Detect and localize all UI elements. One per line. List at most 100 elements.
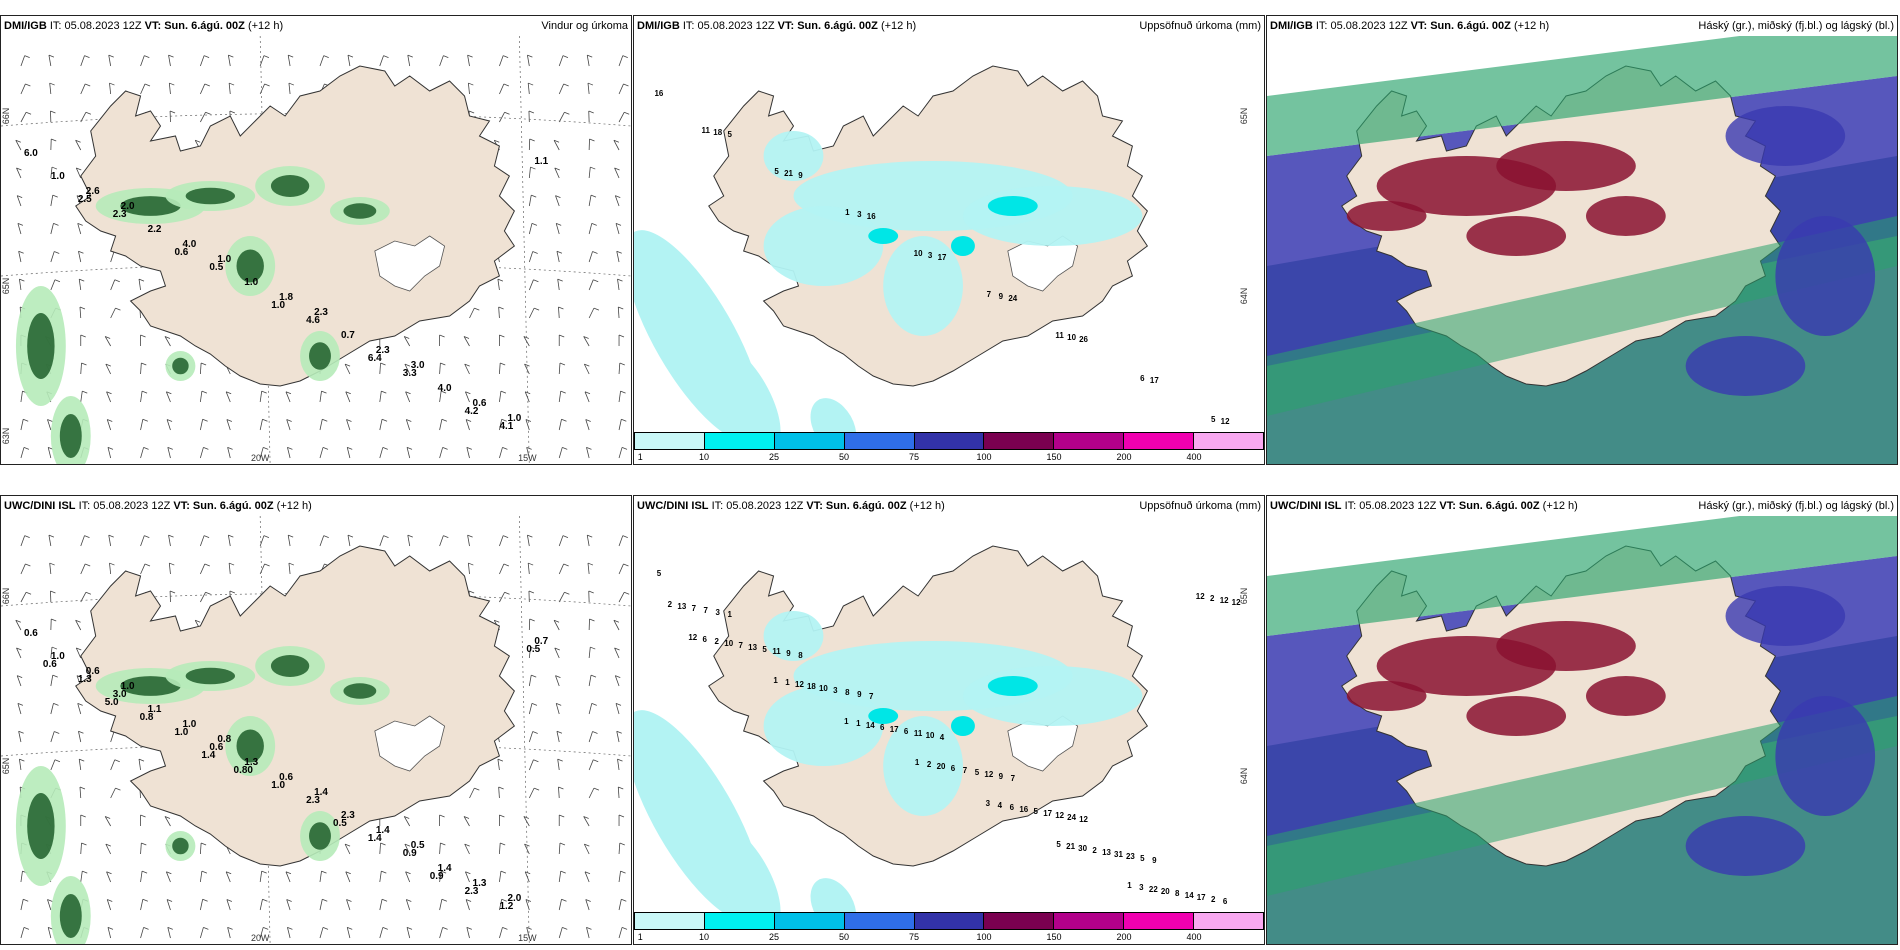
colorbar-tick-label: 50 (838, 452, 850, 462)
accumulated-precip-panel-uwc: UWC/DINI ISL IT: 05.08.2023 12Z VT: Sun.… (633, 495, 1265, 945)
accumulated-precip-label: 11 (914, 729, 923, 738)
accumulated-precip-label: 2 (715, 637, 720, 646)
model-name: UWC/DINI ISL (4, 500, 76, 512)
accumulated-precip-label: 12 (1055, 811, 1064, 820)
forecast-offset: (+12 h) (276, 500, 312, 512)
accumulated-precip-label: 22 (1149, 885, 1158, 894)
accumulated-precip-label: 8 (798, 651, 803, 660)
accumulated-precip-label: 5 (657, 569, 662, 578)
colorbar-tick-label: 150 (1046, 932, 1062, 942)
panel-header: UWC/DINI ISL IT: 05.08.2023 12Z VT: Sun.… (1, 496, 631, 516)
accumulated-precip-label: 16 (654, 89, 663, 98)
precip-value-label: 1.0 (271, 780, 285, 791)
accumulated-precip-label: 9 (798, 171, 803, 180)
panel-header: DMI/IGB IT: 05.08.2023 12Z VT: Sun. 6.ág… (1267, 16, 1897, 36)
graticule-label: 64N (1239, 288, 1249, 304)
colorbar-swatch (1194, 913, 1264, 929)
precip-value-label: 1.2 (499, 901, 513, 912)
accumulated-precip-label: 2 (668, 600, 673, 609)
accumulated-precip-label: 3 (928, 251, 933, 260)
precip-value-label: 1.0 (51, 171, 65, 182)
graticule-label: 20W (251, 933, 270, 943)
graticule-label: 65N (1239, 588, 1249, 604)
map-precip-dmi: 16 5 9 16 17 24 26 17 12 18 21 3 3 9 10 6 5 11 5 1 10 7 11 65N 6… (634, 65, 1249, 454)
accumulated-precip-label: 1 (856, 719, 861, 728)
accumulated-precip-label: 5 (1211, 415, 1216, 424)
panel-header: DMI/IGB IT: 05.08.2023 12Z VT: Sun. 6.ág… (634, 16, 1264, 36)
accumulated-precip-label: 10 (724, 639, 733, 648)
accumulated-precip-label: 8 (845, 688, 850, 697)
precip-value-label: 2.3 (314, 307, 328, 318)
accumulated-precip-label: 13 (748, 643, 757, 652)
accumulated-precip-label: 17 (1150, 376, 1159, 385)
precip-value-label: 1.0 (175, 727, 189, 738)
precip-value-label: 1.3 (473, 878, 487, 889)
precip-value-label: 0.5 (333, 818, 347, 829)
colorbar-swatch (1054, 433, 1125, 449)
graticule-label: 65N (1, 278, 11, 294)
accumulated-precip-label: 1 (1127, 881, 1132, 890)
accumulated-precip-label: 6 (1140, 374, 1145, 383)
colorbar-tick-label: 400 (1186, 452, 1202, 462)
model-name: DMI/IGB (637, 20, 680, 32)
accumulated-precip-label: 17 (938, 253, 947, 262)
accumulated-precip-label: 20 (1161, 887, 1170, 896)
precip-value-label: 0.6 (175, 247, 189, 258)
precip-value-label: 1.0 (51, 651, 65, 662)
accumulated-precip-label: 5 (1056, 840, 1061, 849)
init-time: IT: 05.08.2023 12Z (1344, 500, 1437, 512)
accumulated-precip-label: 1 (785, 678, 790, 687)
precip-value-label: 0.6 (86, 666, 100, 677)
forecast-offset: (+12 h) (247, 20, 284, 32)
precip-value-label: 1.3 (244, 757, 258, 768)
accumulated-precip-label: 12 (1232, 598, 1241, 607)
accumulated-precip-label: 16 (1019, 805, 1028, 814)
colorbar-swatches (634, 432, 1264, 450)
colorbar-swatch (914, 433, 985, 449)
precip-value-label: 0.5 (411, 840, 425, 851)
colorbar-tick-label: 200 (1116, 452, 1132, 462)
graticule-label: 66N (1, 588, 11, 604)
graticule-label: 15W (518, 933, 537, 943)
wind-precip-panel-dmi: DMI/IGB IT: 05.08.2023 12Z VT: Sun. 6.ág… (0, 15, 632, 465)
colorbar-swatch (1124, 913, 1195, 929)
accumulated-precip-label: 6 (880, 723, 885, 732)
precip-value-label: 1.4 (376, 825, 390, 836)
precip-value-label: 0.5 (209, 262, 223, 273)
accumulated-precip-label: 4 (998, 801, 1003, 810)
accumulated-precip-label: 1 (773, 676, 778, 685)
accumulated-precip-label: 2 (927, 760, 932, 769)
colorbar-swatch (704, 433, 775, 449)
precip-value-label: 2.5 (78, 194, 92, 205)
accumulated-precip-label: 11 (1055, 331, 1064, 340)
graticule-label: 66N (1, 108, 11, 124)
panel-header: UWC/DINI ISL IT: 05.08.2023 12Z VT: Sun.… (1267, 496, 1897, 516)
accumulated-precip-label: 24 (1067, 813, 1076, 822)
accumulated-precip-label: 11 (772, 647, 781, 656)
precip-value-label: 1.0 (182, 719, 196, 730)
accumulated-precip-label: 7 (1011, 774, 1016, 783)
valid-time: VT: Sun. 6.ágú. 00Z (806, 500, 907, 512)
valid-time: VT: Sun. 6.ágú. 00Z (1410, 20, 1511, 32)
precip-value-label: 0.9 (403, 848, 417, 859)
precip-value-label: 4.6 (306, 315, 320, 326)
accumulated-precip-label: 10 (1067, 333, 1076, 342)
init-time: IT: 05.08.2023 12Z (1315, 20, 1408, 32)
colorbar-swatch (704, 913, 775, 929)
map-cloud-uwc (1267, 516, 1897, 944)
precip-value-label: 2.3 (376, 345, 390, 356)
model-name: DMI/IGB (1270, 20, 1313, 32)
accumulated-precip-label: 2 (1210, 594, 1215, 603)
precip-value-label: 3.3 (403, 368, 417, 379)
precip-value-label: 1.1 (148, 704, 162, 715)
accumulated-precip-label: 3 (1139, 883, 1144, 892)
precip-value-label: 2.3 (465, 886, 479, 897)
precip-value-label: 1.8 (279, 292, 293, 303)
accumulated-precip-label: 11 (702, 126, 711, 135)
colorbar-tick-label: 400 (1186, 932, 1202, 942)
accumulated-precip-label: 5 (1140, 854, 1145, 863)
valid-time: VT: Sun. 6.ágú. 00Z (1439, 500, 1540, 512)
accumulated-precip-label: 18 (807, 682, 816, 691)
accumulated-precip-label: 23 (1126, 852, 1135, 861)
colorbar-swatch (984, 913, 1055, 929)
